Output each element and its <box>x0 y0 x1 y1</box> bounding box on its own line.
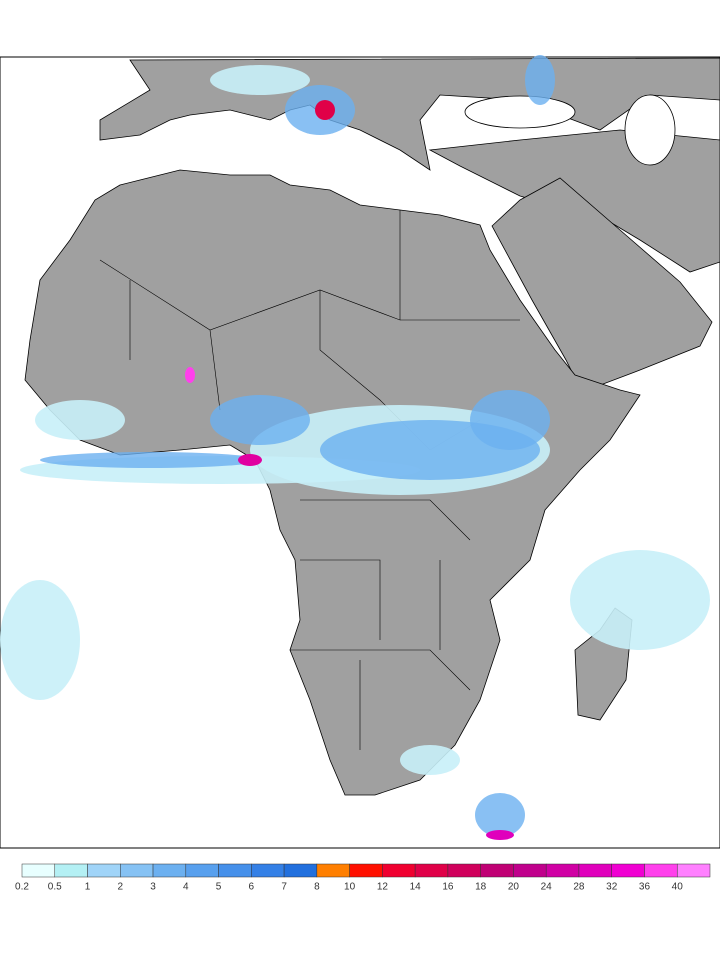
colorbar-label: 14 <box>410 882 422 893</box>
colorbar-label: 40 <box>672 882 684 893</box>
borders <box>99 210 520 750</box>
colorbar-label: 3 <box>150 882 156 893</box>
colorbar-label: 1 <box>85 882 91 893</box>
colorbar-box <box>644 863 678 878</box>
colorbar-box <box>316 863 350 878</box>
colorbar-label: 4 <box>183 882 189 893</box>
colorbar-label: 0.5 <box>48 882 62 893</box>
colorbar-label: 24 <box>541 882 553 893</box>
colorbar-box <box>54 863 88 878</box>
colorbar-label: 2 <box>118 882 124 893</box>
colorbar-label: 5 <box>216 882 222 893</box>
colorbar-box <box>21 863 56 878</box>
colorbar-box <box>152 863 187 878</box>
colorbar-label: 32 <box>606 882 618 893</box>
colorbar-box <box>218 863 252 878</box>
black-sea <box>464 95 576 129</box>
colorbar-box <box>611 863 645 878</box>
colorbar-label: 36 <box>639 882 651 893</box>
map <box>0 55 720 849</box>
colorbar-box <box>414 863 449 878</box>
colorbar-label: 10 <box>344 882 356 893</box>
colorbar-box <box>349 863 383 878</box>
colorbar-box <box>676 863 711 878</box>
colorbar-label: 16 <box>442 882 454 893</box>
colorbar-label: 12 <box>377 882 389 893</box>
colorbar-box <box>447 863 481 878</box>
colorbar-label: 18 <box>475 882 487 893</box>
colorbar-label: 0.2 <box>15 882 29 893</box>
colorbar-box <box>283 863 318 878</box>
colorbar-label: 20 <box>508 882 520 893</box>
colorbar-box <box>120 863 154 878</box>
colorbar-box <box>382 863 416 878</box>
colorbar-box <box>251 863 285 878</box>
colorbar-box <box>545 863 580 878</box>
colorbar-box <box>87 863 121 878</box>
caspian-sea <box>624 94 676 166</box>
colorbar-box <box>578 863 612 878</box>
colorbar-box <box>185 863 219 878</box>
colorbar-box <box>480 863 514 878</box>
colorbar-label: 6 <box>249 882 255 893</box>
colorbar: 0.2 0.5 1 2 3 4 5 6 7 8 10 12 14 16 18 20 24 28 32 36 40 <box>15 863 711 893</box>
rain-areas <box>0 55 710 840</box>
colorbar-box <box>513 863 547 878</box>
colorbar-label: 28 <box>573 882 585 893</box>
colorbar-label: 7 <box>281 882 287 893</box>
colorbar-label: 8 <box>314 882 320 893</box>
arabia <box>491 177 713 393</box>
